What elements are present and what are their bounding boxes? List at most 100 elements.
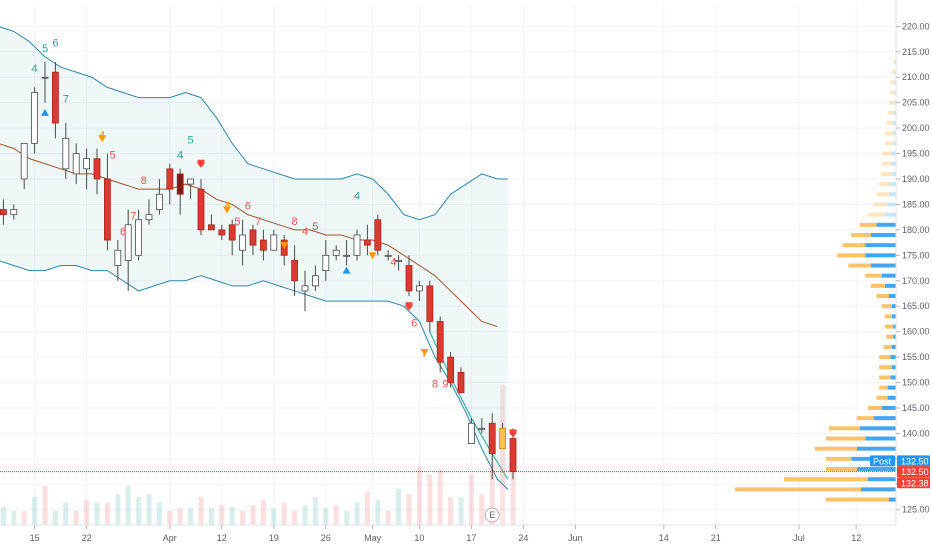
volume-bar bbox=[271, 508, 277, 525]
volume-bar bbox=[354, 502, 360, 525]
volume-profile-bar-down bbox=[868, 212, 885, 217]
volume-profile-bar-down bbox=[884, 141, 894, 146]
volume-profile-bar-up bbox=[894, 90, 896, 95]
candle-body bbox=[20, 142, 28, 180]
sequential-count-label: 6 bbox=[411, 318, 417, 330]
candle-body bbox=[426, 285, 434, 322]
volume-bar bbox=[323, 508, 329, 525]
volume-profile-bar-up bbox=[893, 334, 896, 339]
trend-line bbox=[429, 331, 509, 480]
price-badge bbox=[897, 466, 930, 478]
volume-profile-bar-down bbox=[891, 70, 895, 75]
volume-profile-bar-up bbox=[890, 375, 896, 380]
price-tick-label: 205.00 bbox=[902, 98, 930, 108]
candle-body bbox=[499, 427, 507, 450]
volume-bar bbox=[364, 491, 370, 525]
volume-profile-bar-down bbox=[828, 426, 860, 431]
candle-body bbox=[488, 422, 496, 455]
candle-body bbox=[93, 158, 101, 180]
time-tick-label: 12 bbox=[217, 533, 227, 543]
volume-profile-bar-up bbox=[890, 355, 896, 360]
candle-body bbox=[270, 234, 278, 251]
price-tick-label: 175.00 bbox=[902, 250, 930, 260]
signal-marker-triangle-down bbox=[368, 252, 377, 260]
volume-bar bbox=[94, 502, 100, 525]
earnings-marker bbox=[484, 507, 500, 523]
signal-marker-triangle-up bbox=[342, 266, 351, 274]
price-badge bbox=[897, 455, 930, 467]
volume-profile-bar-up bbox=[865, 243, 896, 248]
time-tick-label: 17 bbox=[466, 533, 476, 543]
volume-profile-bar-down bbox=[870, 283, 885, 288]
volume-bar bbox=[125, 485, 131, 525]
candle-body bbox=[343, 254, 351, 257]
bollinger-middle-line bbox=[0, 143, 498, 328]
volume-bar bbox=[312, 497, 318, 525]
price-tick-label: 150.00 bbox=[902, 378, 930, 388]
volume-profile-bar-down bbox=[886, 334, 894, 339]
time-tick-label: 19 bbox=[269, 533, 279, 543]
volume-bar bbox=[146, 494, 152, 525]
sequential-count-label: 4 bbox=[302, 226, 308, 238]
sequential-count-label: 6 bbox=[52, 38, 58, 50]
candle-body bbox=[135, 219, 143, 256]
volume-profile-bar-up bbox=[882, 273, 896, 278]
candle-body bbox=[62, 137, 70, 170]
volume-bar bbox=[468, 474, 474, 525]
volume-profile-bar-up bbox=[893, 324, 896, 329]
sequential-count-label: 8 bbox=[432, 379, 438, 391]
volume-bar bbox=[302, 505, 308, 525]
volume-profile-bar-up bbox=[887, 385, 896, 390]
sequential-count-label: 5 bbox=[42, 43, 48, 55]
volume-profile-bar-up bbox=[893, 141, 896, 146]
candle-body bbox=[10, 209, 18, 216]
price-tick-label: 215.00 bbox=[902, 47, 930, 57]
candle-body bbox=[228, 224, 236, 241]
volume-profile-bar-up bbox=[870, 232, 896, 237]
candle-body bbox=[166, 168, 174, 190]
candle-body bbox=[415, 285, 423, 292]
volume-profile-bar-up bbox=[887, 202, 896, 207]
volume-bar bbox=[11, 511, 17, 525]
volume-profile-bar-down bbox=[868, 405, 882, 410]
volume-profile-bar-up bbox=[861, 487, 896, 492]
price-axis[interactable]: 125.00130.00135.00140.00145.00150.00155.… bbox=[870, 0, 932, 550]
candle-body bbox=[176, 173, 184, 195]
sequential-labels: 456745678454567845446789E bbox=[32, 38, 517, 523]
bollinger-band-fill bbox=[0, 26, 508, 490]
candle-body bbox=[395, 260, 403, 262]
volume-profile-bar-up bbox=[894, 70, 896, 75]
candle-body bbox=[72, 153, 80, 175]
candle-body bbox=[436, 321, 444, 363]
candle-body bbox=[301, 285, 309, 292]
volume-profile-bar-down bbox=[890, 80, 895, 85]
volume-bar bbox=[437, 469, 443, 525]
volume-profile-bar-down bbox=[826, 456, 852, 461]
sequential-count-label: 4 bbox=[177, 150, 183, 162]
sequential-count-label: 9 bbox=[442, 379, 448, 391]
volume-bar bbox=[21, 511, 27, 525]
grid bbox=[0, 6, 896, 525]
volume-profile-bar-down bbox=[886, 121, 894, 126]
signal-marker-triangle-down bbox=[98, 135, 107, 143]
volume-profile-bar-down bbox=[893, 59, 895, 64]
candle-body bbox=[374, 219, 382, 251]
volume-profile-bar-down bbox=[873, 202, 888, 207]
time-tick-label: 22 bbox=[82, 533, 92, 543]
volume-bar bbox=[510, 469, 516, 525]
volume-profile-bar-up bbox=[894, 100, 896, 105]
time-axis[interactable]: 15 22 Apr 12 19 26 May 10 17 24 Jun 14 21 Jul 12 bbox=[0, 524, 896, 543]
volume-profile-bar-up bbox=[891, 304, 896, 309]
volume-profile-bar-down bbox=[880, 171, 892, 176]
volume-profile-bar-up bbox=[890, 182, 896, 187]
price-badge-tag bbox=[870, 455, 895, 467]
volume-profile-bar-up bbox=[876, 222, 896, 227]
signal-marker-pin-down bbox=[197, 159, 205, 168]
volume-bar bbox=[416, 466, 422, 525]
volume-bar bbox=[0, 506, 6, 525]
time-tick-label: Jun bbox=[568, 533, 583, 543]
volume-profile-bar-up bbox=[887, 395, 896, 400]
volume-profile-bar-down bbox=[884, 314, 892, 319]
volume-bar bbox=[333, 505, 339, 525]
